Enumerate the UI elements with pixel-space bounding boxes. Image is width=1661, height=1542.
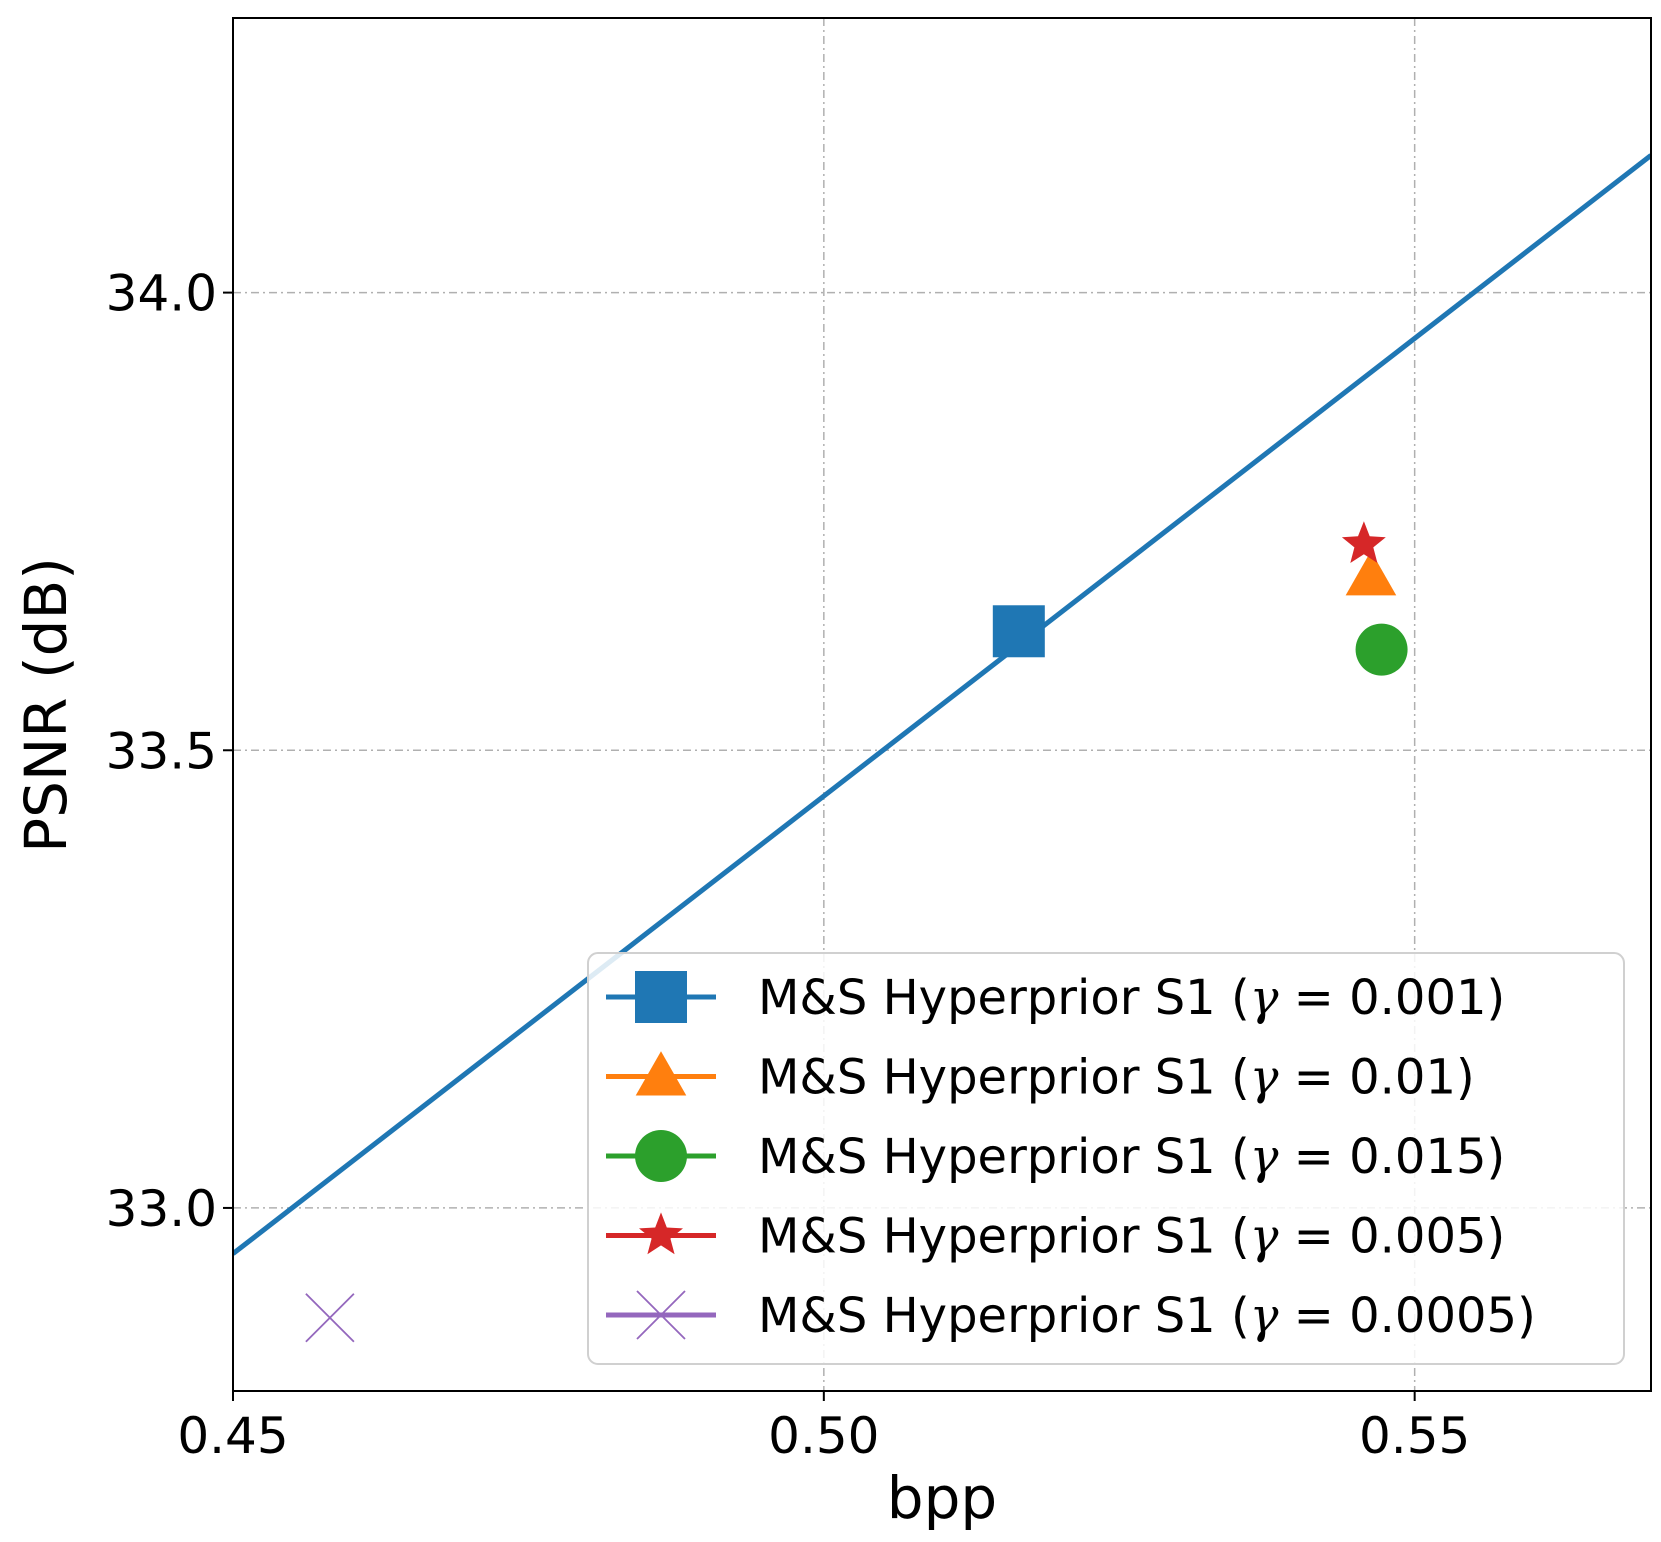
legend-label: M&S Hyperprior S1 (γ = 0.005) — [758, 1209, 1505, 1265]
legend-entry: M&S Hyperprior S1 (γ = 0.0005) — [606, 1288, 1536, 1344]
legend-entry: M&S Hyperprior S1 (γ = 0.005) — [606, 1209, 1505, 1265]
x-tick-label: 0.45 — [177, 1407, 288, 1465]
series-1-line — [233, 153, 1651, 1256]
series-points — [305, 521, 1408, 1343]
series-4-point — [1341, 521, 1386, 563]
x-axis-ticks: 0.45 0.50 0.55 — [177, 1391, 1470, 1465]
legend-entry: M&S Hyperprior S1 (γ = 0.015) — [606, 1129, 1505, 1185]
y-tick-label: 33.5 — [106, 722, 217, 780]
x-tick-label: 0.55 — [1359, 1407, 1470, 1465]
x-axis-label: bpp — [887, 1464, 997, 1532]
series-2-point — [1345, 551, 1397, 596]
y-axis-label: PSNR (dB) — [12, 557, 80, 853]
legend-entry: M&S Hyperprior S1 (γ = 0.01) — [606, 1050, 1475, 1106]
series-lines — [233, 153, 1651, 1256]
series-1-point — [992, 605, 1045, 658]
legend-entry: M&S Hyperprior S1 (γ = 0.001) — [606, 970, 1505, 1026]
legend-marker — [635, 1130, 687, 1182]
series-3-point — [1355, 623, 1408, 676]
y-tick-label: 34.0 — [106, 265, 217, 323]
y-tick-label: 33.0 — [106, 1180, 217, 1238]
legend-label: M&S Hyperprior S1 (γ = 0.015) — [758, 1129, 1505, 1185]
legend-marker — [635, 1051, 687, 1096]
legend-marker — [635, 971, 687, 1023]
legend: M&S Hyperprior S1 (γ = 0.001) M&S Hyperpr… — [587, 952, 1625, 1365]
y-axis-ticks: 33.0 33.5 34.0 — [106, 265, 233, 1238]
legend-label: M&S Hyperprior S1 (γ = 0.01) — [758, 1050, 1475, 1106]
legend-label: M&S Hyperprior S1 (γ = 0.001) — [758, 970, 1505, 1026]
legend-marker — [639, 1212, 683, 1255]
legend-marker — [636, 1290, 686, 1340]
series-5-point — [305, 1293, 355, 1343]
plot-frame — [232, 17, 1652, 1392]
legend-box — [587, 952, 1625, 1365]
legend-label: M&S Hyperprior S1 (γ = 0.0005) — [758, 1288, 1536, 1344]
x-tick-label: 0.50 — [768, 1407, 879, 1465]
